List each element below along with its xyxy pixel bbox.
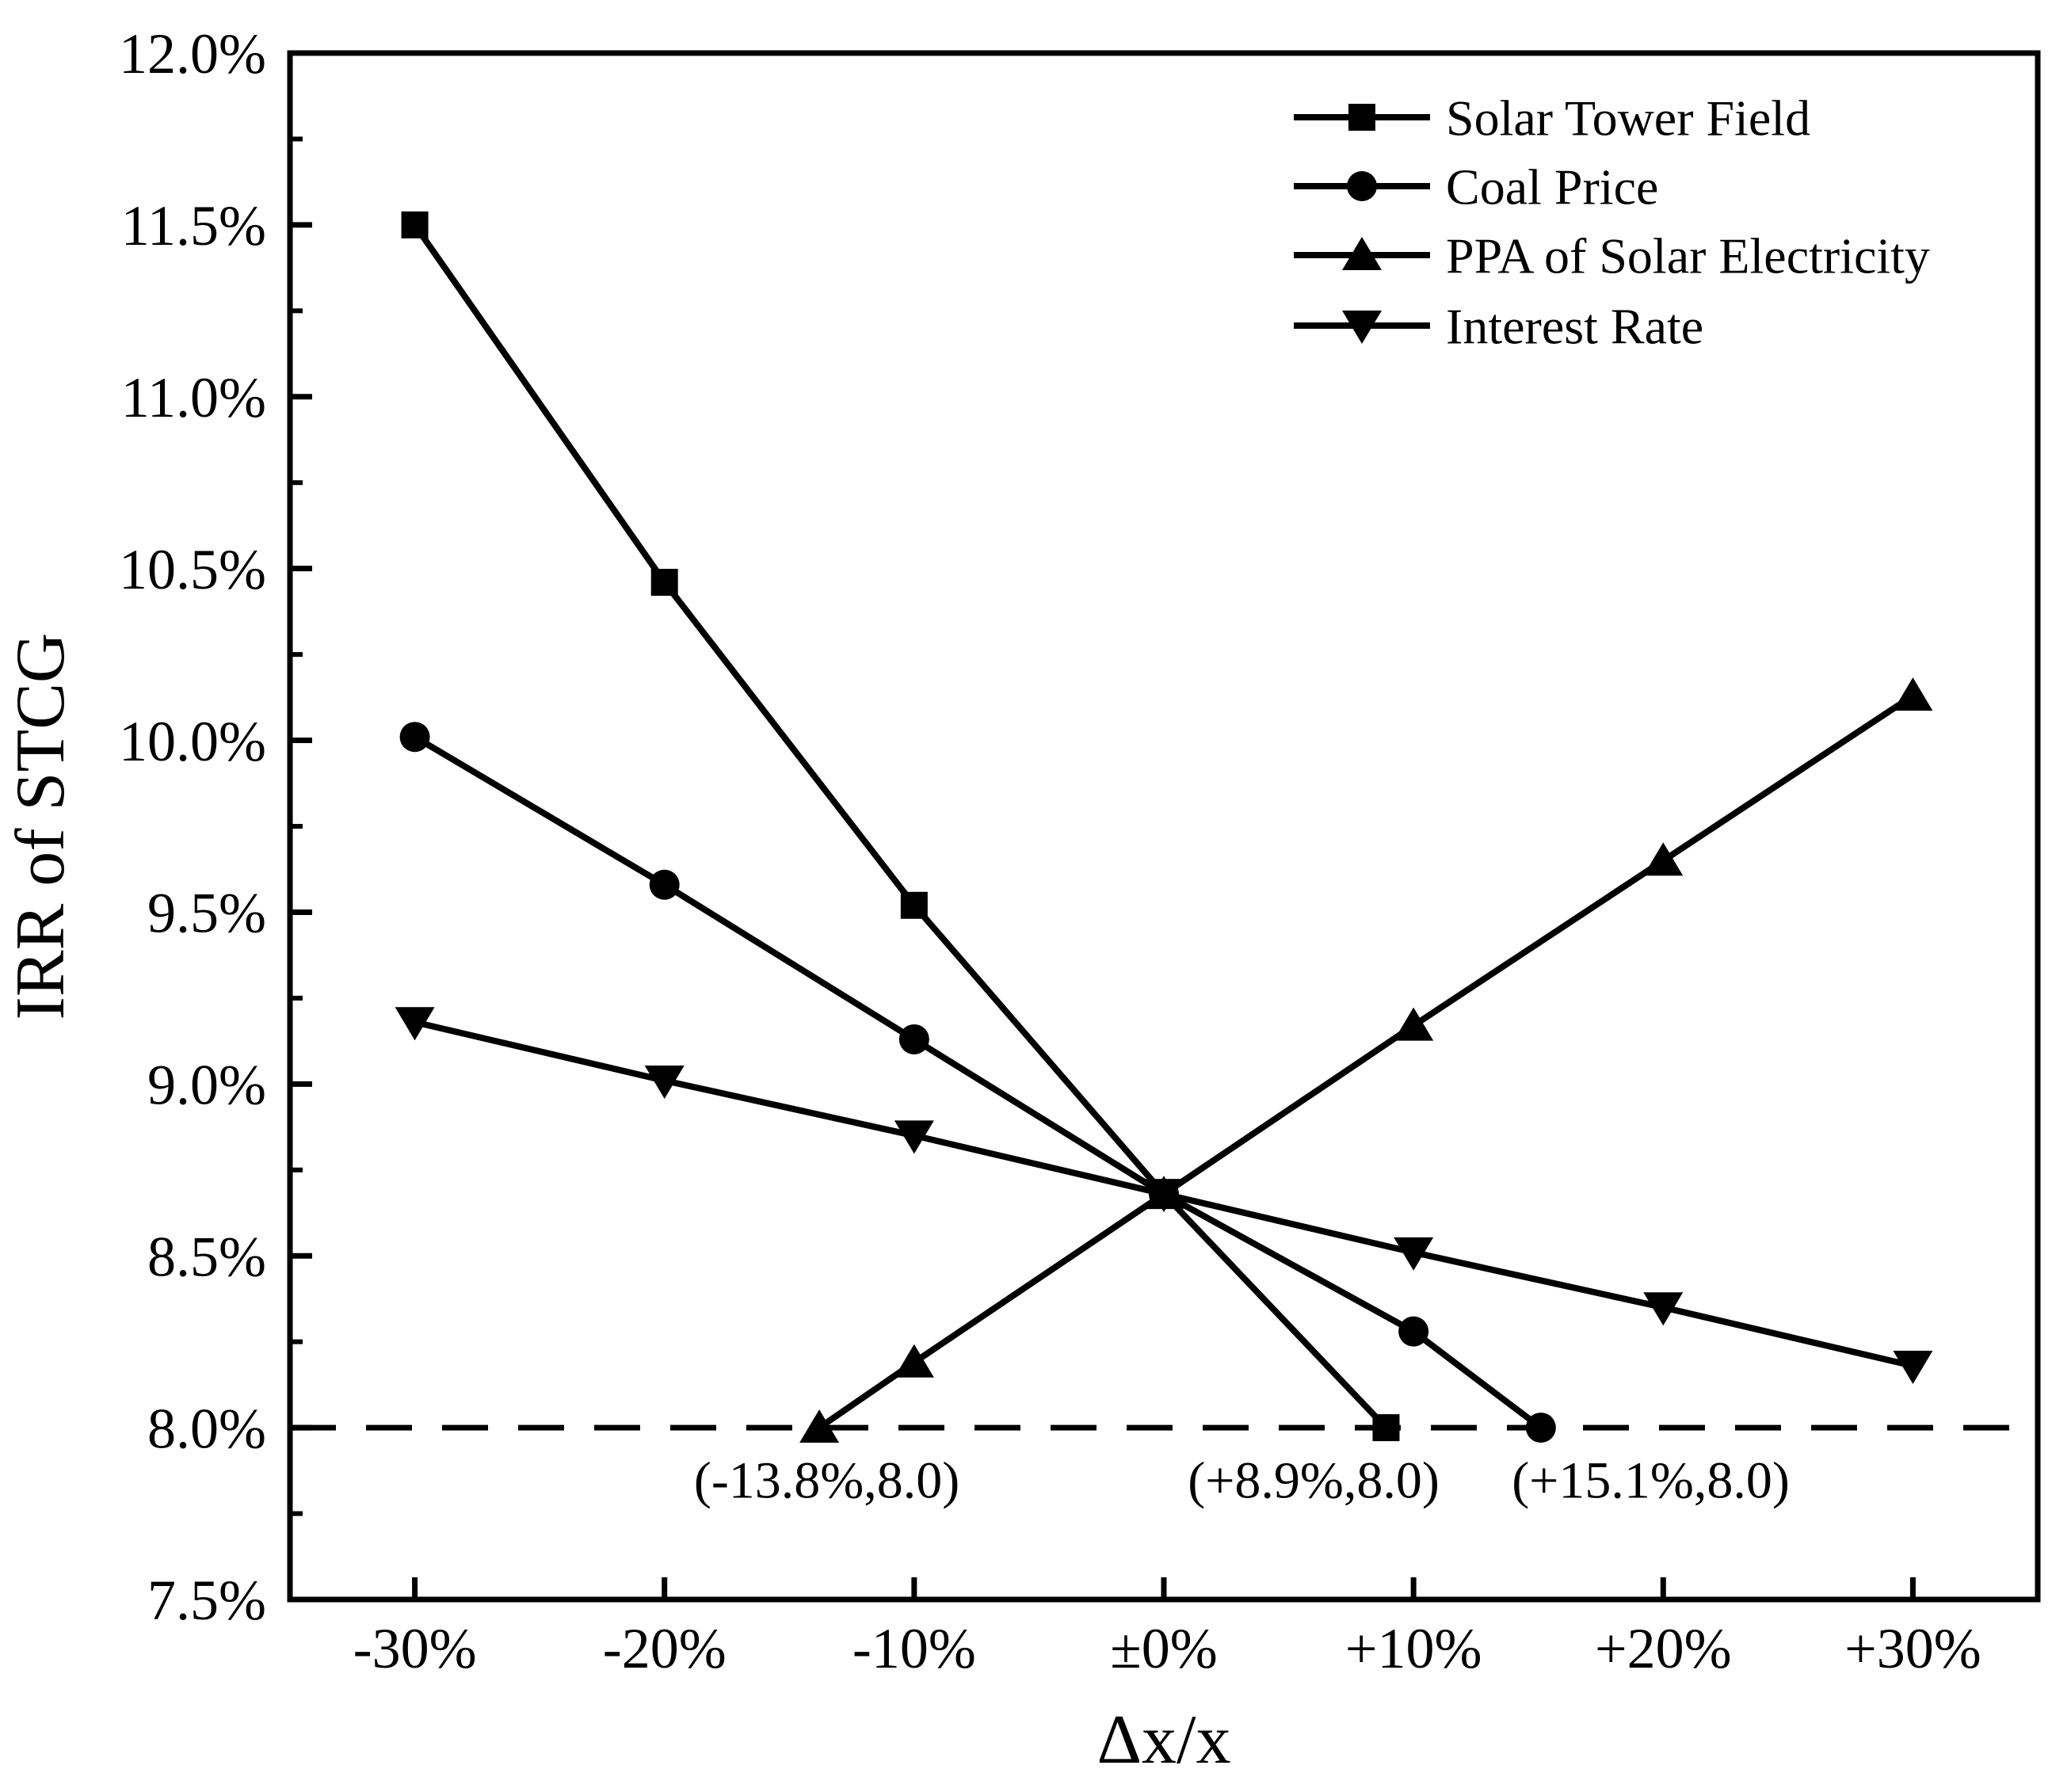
annotation-label: (+8.9%,8.0): [1188, 1451, 1440, 1509]
x-tick-label: +20%: [1595, 1617, 1732, 1680]
legend-label-0: Solar Tower Field: [1446, 90, 1810, 146]
series-3-marker-triangle-down: [1144, 1179, 1184, 1213]
series-3-marker-triangle-down: [1394, 1237, 1434, 1271]
series-0-marker-square: [650, 569, 678, 597]
y-tick-label: 9.0%: [147, 1054, 266, 1117]
x-tick-label: -20%: [603, 1617, 727, 1680]
y-axis-title: IRR of STCG: [2, 633, 79, 1020]
x-tick-label: +10%: [1345, 1617, 1482, 1680]
series-1-marker-circle: [1398, 1316, 1429, 1347]
annotation-label: (+15.1%,8.0): [1512, 1451, 1790, 1509]
legend-label-3: Interest Rate: [1446, 298, 1703, 354]
legend-3-marker-triangle-down: [1342, 311, 1382, 344]
series-2-marker-triangle-up: [1893, 677, 1933, 711]
y-tick-label: 12.0%: [119, 22, 266, 86]
series-1-marker-circle: [1525, 1413, 1556, 1443]
series-2-marker-triangle-up: [894, 1344, 934, 1378]
series-1-marker-circle: [898, 1024, 929, 1054]
series-3-marker-triangle-down: [395, 1007, 435, 1041]
y-tick-label: 8.5%: [147, 1225, 266, 1288]
legend-2-marker-triangle-up: [1342, 237, 1382, 270]
annotation-label: (-13.8%,8.0): [694, 1451, 959, 1509]
series-3-marker-triangle-down: [894, 1120, 934, 1154]
y-tick-label: 9.5%: [147, 882, 266, 945]
x-tick-label: ±0%: [1110, 1617, 1218, 1680]
legend-0-marker-square: [1348, 104, 1375, 131]
y-tick-label: 11.5%: [121, 194, 266, 257]
y-tick-label: 10.5%: [119, 538, 266, 601]
series-2-marker-triangle-up: [1643, 842, 1684, 876]
series-3-marker-triangle-down: [644, 1065, 685, 1099]
legend-label-2: PPA of Solar Electricity: [1446, 227, 1930, 284]
x-tick-label: +30%: [1844, 1617, 1981, 1680]
legend-label-1: Coal Price: [1446, 158, 1658, 215]
y-tick-label: 10.0%: [119, 710, 266, 773]
series-1-marker-circle: [649, 869, 680, 900]
y-tick-label: 11.0%: [121, 366, 266, 429]
series-0-marker-square: [900, 891, 928, 919]
legend-1-marker-circle: [1347, 171, 1377, 201]
series-2-marker-triangle-up: [1394, 1007, 1434, 1041]
y-tick-label: 8.0%: [147, 1397, 266, 1460]
series-3-marker-triangle-down: [1893, 1351, 1933, 1385]
x-axis-title: Δx/x: [1097, 1702, 1230, 1779]
x-tick-label: -30%: [353, 1617, 477, 1680]
series-3-marker-triangle-down: [1643, 1292, 1684, 1326]
y-tick-label: 7.5%: [147, 1569, 266, 1632]
series-2-marker-triangle-up: [799, 1409, 840, 1443]
x-tick-label: -10%: [852, 1617, 976, 1680]
series-line-1: [413, 734, 1543, 1431]
series-1-marker-circle: [399, 722, 430, 753]
series-0-marker-square: [401, 211, 429, 238]
series-0-marker-square: [1372, 1414, 1400, 1442]
